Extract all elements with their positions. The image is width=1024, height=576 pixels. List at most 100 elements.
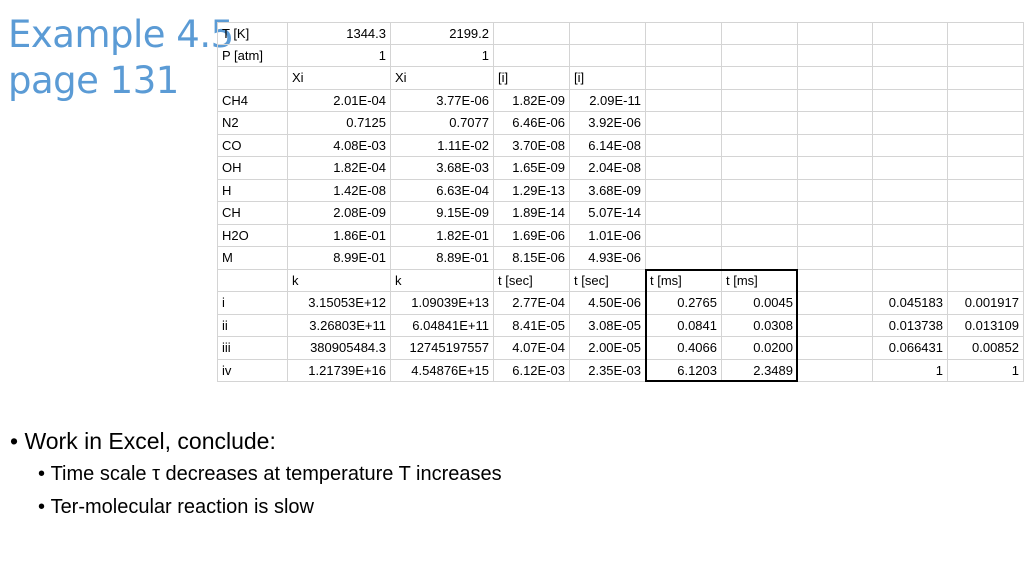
cell <box>646 89 722 112</box>
cell: t [ms] <box>646 269 722 292</box>
cell: Xi <box>391 67 494 90</box>
cell: 3.92E-06 <box>570 112 646 135</box>
cell <box>722 89 798 112</box>
cell <box>798 202 873 225</box>
cell: H <box>217 179 288 202</box>
cell <box>722 67 798 90</box>
cell <box>873 247 948 270</box>
cell: 1.09039E+13 <box>391 292 494 315</box>
cell <box>948 269 1024 292</box>
cell <box>873 112 948 135</box>
sub-bullet-text: Ter-molecular reaction is slow <box>50 496 314 518</box>
cell: 1.86E-01 <box>288 224 391 247</box>
cell <box>798 224 873 247</box>
cell: k <box>391 269 494 292</box>
cell <box>873 157 948 180</box>
cell: 1 <box>288 44 391 67</box>
cell: 0.0841 <box>646 314 722 337</box>
cell: 4.07E-04 <box>494 337 570 360</box>
cell <box>948 89 1024 112</box>
cell: 0.4066 <box>646 337 722 360</box>
cell: [i] <box>494 67 570 90</box>
cell <box>646 247 722 270</box>
cell: ii <box>217 314 288 337</box>
cell <box>722 179 798 202</box>
cell: 0.013109 <box>948 314 1024 337</box>
cell: iv <box>217 359 288 382</box>
cell <box>798 67 873 90</box>
bullet-text: Work in Excel, conclude: <box>24 428 276 454</box>
cell <box>948 112 1024 135</box>
cell: 1.65E-09 <box>494 157 570 180</box>
cell: 1 <box>391 44 494 67</box>
cell: 6.04841E+11 <box>391 314 494 337</box>
cell: 3.68E-09 <box>570 179 646 202</box>
cell: 4.50E-06 <box>570 292 646 315</box>
cell: t [sec] <box>570 269 646 292</box>
title-line: Example 4.5 <box>8 13 234 56</box>
cell <box>646 202 722 225</box>
cell: 1.89E-14 <box>494 202 570 225</box>
cell <box>722 202 798 225</box>
cell <box>570 22 646 45</box>
bullet-list: • Work in Excel, conclude: • Time scale τ… <box>10 424 502 524</box>
cell: 2.04E-08 <box>570 157 646 180</box>
cell <box>494 22 570 45</box>
cell <box>873 269 948 292</box>
cell: 4.93E-06 <box>570 247 646 270</box>
cell <box>646 112 722 135</box>
cell: 0.045183 <box>873 292 948 315</box>
cell <box>873 44 948 67</box>
cell: 1 <box>873 359 948 382</box>
cell: 1.42E-08 <box>288 179 391 202</box>
cell: 4.54876E+15 <box>391 359 494 382</box>
cell: 0.066431 <box>873 337 948 360</box>
cell <box>798 44 873 67</box>
cell <box>217 67 288 90</box>
cell: 1.69E-06 <box>494 224 570 247</box>
cell: 6.12E-03 <box>494 359 570 382</box>
cell <box>948 157 1024 180</box>
sub-bullet-text: Time scale τ decreases at temperature T … <box>50 463 502 485</box>
cell <box>646 157 722 180</box>
cell: 8.41E-05 <box>494 314 570 337</box>
cell: 5.07E-14 <box>570 202 646 225</box>
cell <box>948 44 1024 67</box>
cell: P [atm] <box>217 44 288 67</box>
cell: T [K] <box>217 22 288 45</box>
cell <box>873 179 948 202</box>
cell <box>873 22 948 45</box>
cell: 8.89E-01 <box>391 247 494 270</box>
cell: 2.09E-11 <box>570 89 646 112</box>
cell: 2199.2 <box>391 22 494 45</box>
cell: 3.08E-05 <box>570 314 646 337</box>
cell: 2.08E-09 <box>288 202 391 225</box>
cell <box>722 134 798 157</box>
cell <box>798 22 873 45</box>
sub-bullet: • Time scale τ decreases at temperature … <box>38 463 502 485</box>
cell: 1 <box>948 359 1024 382</box>
cell <box>722 44 798 67</box>
cell: 3.70E-08 <box>494 134 570 157</box>
cell <box>570 44 646 67</box>
cell: 0.7077 <box>391 112 494 135</box>
bullet: • Work in Excel, conclude: <box>10 428 276 454</box>
cell: 0.7125 <box>288 112 391 135</box>
cell <box>948 67 1024 90</box>
cell <box>722 247 798 270</box>
cell: 1.29E-13 <box>494 179 570 202</box>
cell <box>646 179 722 202</box>
highlight-box <box>645 268 798 382</box>
cell <box>646 134 722 157</box>
cell <box>948 247 1024 270</box>
cell <box>722 112 798 135</box>
cell: 1.11E-02 <box>391 134 494 157</box>
cell <box>217 269 288 292</box>
cell: 1.21739E+16 <box>288 359 391 382</box>
cell: Xi <box>288 67 391 90</box>
cell: 2.01E-04 <box>288 89 391 112</box>
cell: 9.15E-09 <box>391 202 494 225</box>
cell: 12745197557 <box>391 337 494 360</box>
cell: 2.77E-04 <box>494 292 570 315</box>
